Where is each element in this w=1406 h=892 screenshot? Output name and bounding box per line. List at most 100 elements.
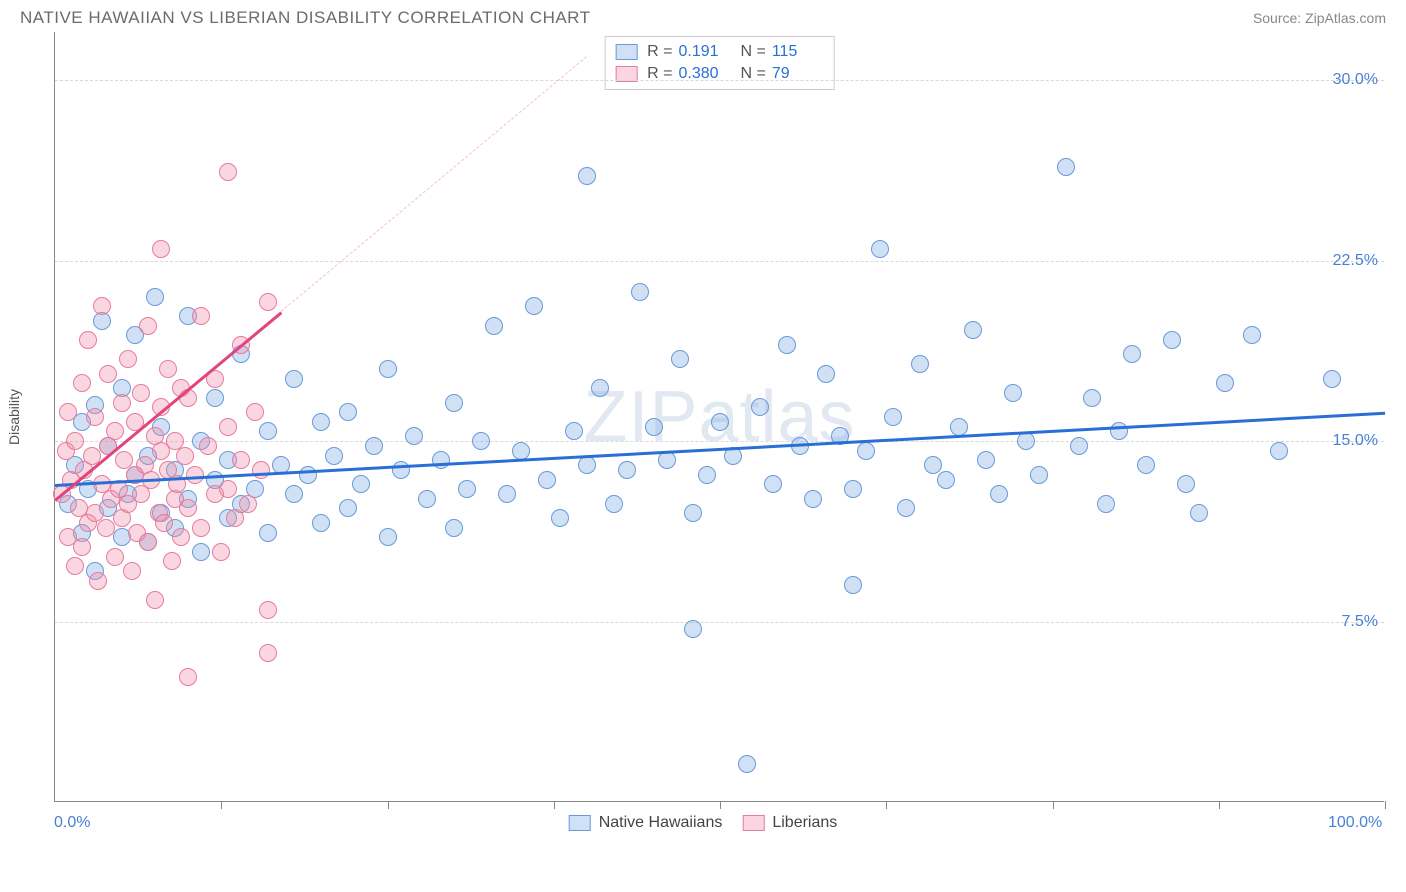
scatter-point	[365, 437, 383, 455]
scatter-point	[538, 471, 556, 489]
legend-row: R =0.380N =79	[615, 63, 824, 85]
scatter-point	[73, 374, 91, 392]
x-tick	[886, 801, 887, 809]
scatter-point	[99, 365, 117, 383]
scatter-point	[59, 403, 77, 421]
scatter-point	[1017, 432, 1035, 450]
scatter-point	[445, 394, 463, 412]
scatter-point	[1083, 389, 1101, 407]
scatter-point	[778, 336, 796, 354]
scatter-point	[1097, 495, 1115, 513]
legend-swatch	[742, 815, 764, 831]
scatter-point	[252, 461, 270, 479]
legend-swatch	[569, 815, 591, 831]
scatter-point	[79, 331, 97, 349]
legend-item: Liberians	[742, 814, 837, 832]
x-tick	[1219, 801, 1220, 809]
scatter-point	[578, 456, 596, 474]
scatter-point	[192, 543, 210, 561]
scatter-point	[684, 504, 702, 522]
scatter-point	[155, 514, 173, 532]
scatter-point	[139, 317, 157, 335]
scatter-point	[66, 432, 84, 450]
scatter-point	[392, 461, 410, 479]
scatter-point	[176, 447, 194, 465]
scatter-point	[312, 413, 330, 431]
gridline	[55, 261, 1384, 262]
scatter-point	[977, 451, 995, 469]
r-value: 0.191	[679, 43, 731, 61]
scatter-point	[1004, 384, 1022, 402]
scatter-point	[817, 365, 835, 383]
scatter-point	[119, 350, 137, 368]
scatter-point	[498, 485, 516, 503]
gridline	[55, 441, 1384, 442]
scatter-point	[525, 297, 543, 315]
scatter-point	[645, 418, 663, 436]
r-label: R =	[647, 43, 672, 61]
scatter-point	[1123, 345, 1141, 363]
chart-area: Disability ZIPatlas R =0.191N =115R =0.3…	[20, 32, 1386, 802]
y-tick-label: 7.5%	[1342, 613, 1378, 631]
x-tick	[1053, 801, 1054, 809]
scatter-point	[1190, 504, 1208, 522]
scatter-point	[73, 538, 91, 556]
scatter-point	[751, 398, 769, 416]
scatter-point	[418, 490, 436, 508]
scatter-point	[698, 466, 716, 484]
scatter-point	[152, 240, 170, 258]
scatter-point	[379, 528, 397, 546]
scatter-point	[684, 620, 702, 638]
scatter-point	[1070, 437, 1088, 455]
scatter-point	[857, 442, 875, 460]
scatter-point	[1163, 331, 1181, 349]
scatter-point	[671, 350, 689, 368]
x-axis-max-label: 100.0%	[1328, 814, 1382, 832]
scatter-point	[89, 572, 107, 590]
scatter-point	[445, 519, 463, 537]
scatter-point	[212, 543, 230, 561]
x-tick	[388, 801, 389, 809]
scatter-point	[565, 422, 583, 440]
legend-label: Liberians	[772, 814, 837, 832]
scatter-point	[259, 293, 277, 311]
scatter-point	[631, 283, 649, 301]
scatter-point	[219, 163, 237, 181]
scatter-point	[512, 442, 530, 460]
scatter-point	[804, 490, 822, 508]
y-tick-label: 30.0%	[1333, 71, 1378, 89]
scatter-point	[844, 480, 862, 498]
legend-row: R =0.191N =115	[615, 41, 824, 63]
x-axis-min-label: 0.0%	[54, 814, 90, 832]
scatter-point	[146, 288, 164, 306]
scatter-point	[551, 509, 569, 527]
scatter-plot: ZIPatlas R =0.191N =115R =0.380N =79 7.5…	[54, 32, 1384, 802]
scatter-point	[179, 668, 197, 686]
trend-line-dashed	[281, 56, 588, 312]
scatter-point	[226, 509, 244, 527]
scatter-point	[259, 422, 277, 440]
scatter-point	[159, 360, 177, 378]
x-tick	[221, 801, 222, 809]
chart-source: Source: ZipAtlas.com	[1253, 10, 1386, 26]
chart-header: NATIVE HAWAIIAN VS LIBERIAN DISABILITY C…	[0, 0, 1406, 32]
gridline	[55, 80, 1384, 81]
scatter-point	[146, 591, 164, 609]
scatter-point	[964, 321, 982, 339]
scatter-point	[591, 379, 609, 397]
scatter-point	[897, 499, 915, 517]
scatter-point	[472, 432, 490, 450]
scatter-point	[325, 447, 343, 465]
scatter-point	[884, 408, 902, 426]
scatter-point	[339, 403, 357, 421]
scatter-point	[123, 562, 141, 580]
scatter-point	[924, 456, 942, 474]
scatter-point	[485, 317, 503, 335]
scatter-point	[711, 413, 729, 431]
y-tick-label: 22.5%	[1333, 252, 1378, 270]
scatter-point	[132, 384, 150, 402]
correlation-legend: R =0.191N =115R =0.380N =79	[604, 36, 835, 90]
chart-title: NATIVE HAWAIIAN VS LIBERIAN DISABILITY C…	[20, 8, 591, 28]
x-tick	[554, 801, 555, 809]
scatter-point	[106, 548, 124, 566]
